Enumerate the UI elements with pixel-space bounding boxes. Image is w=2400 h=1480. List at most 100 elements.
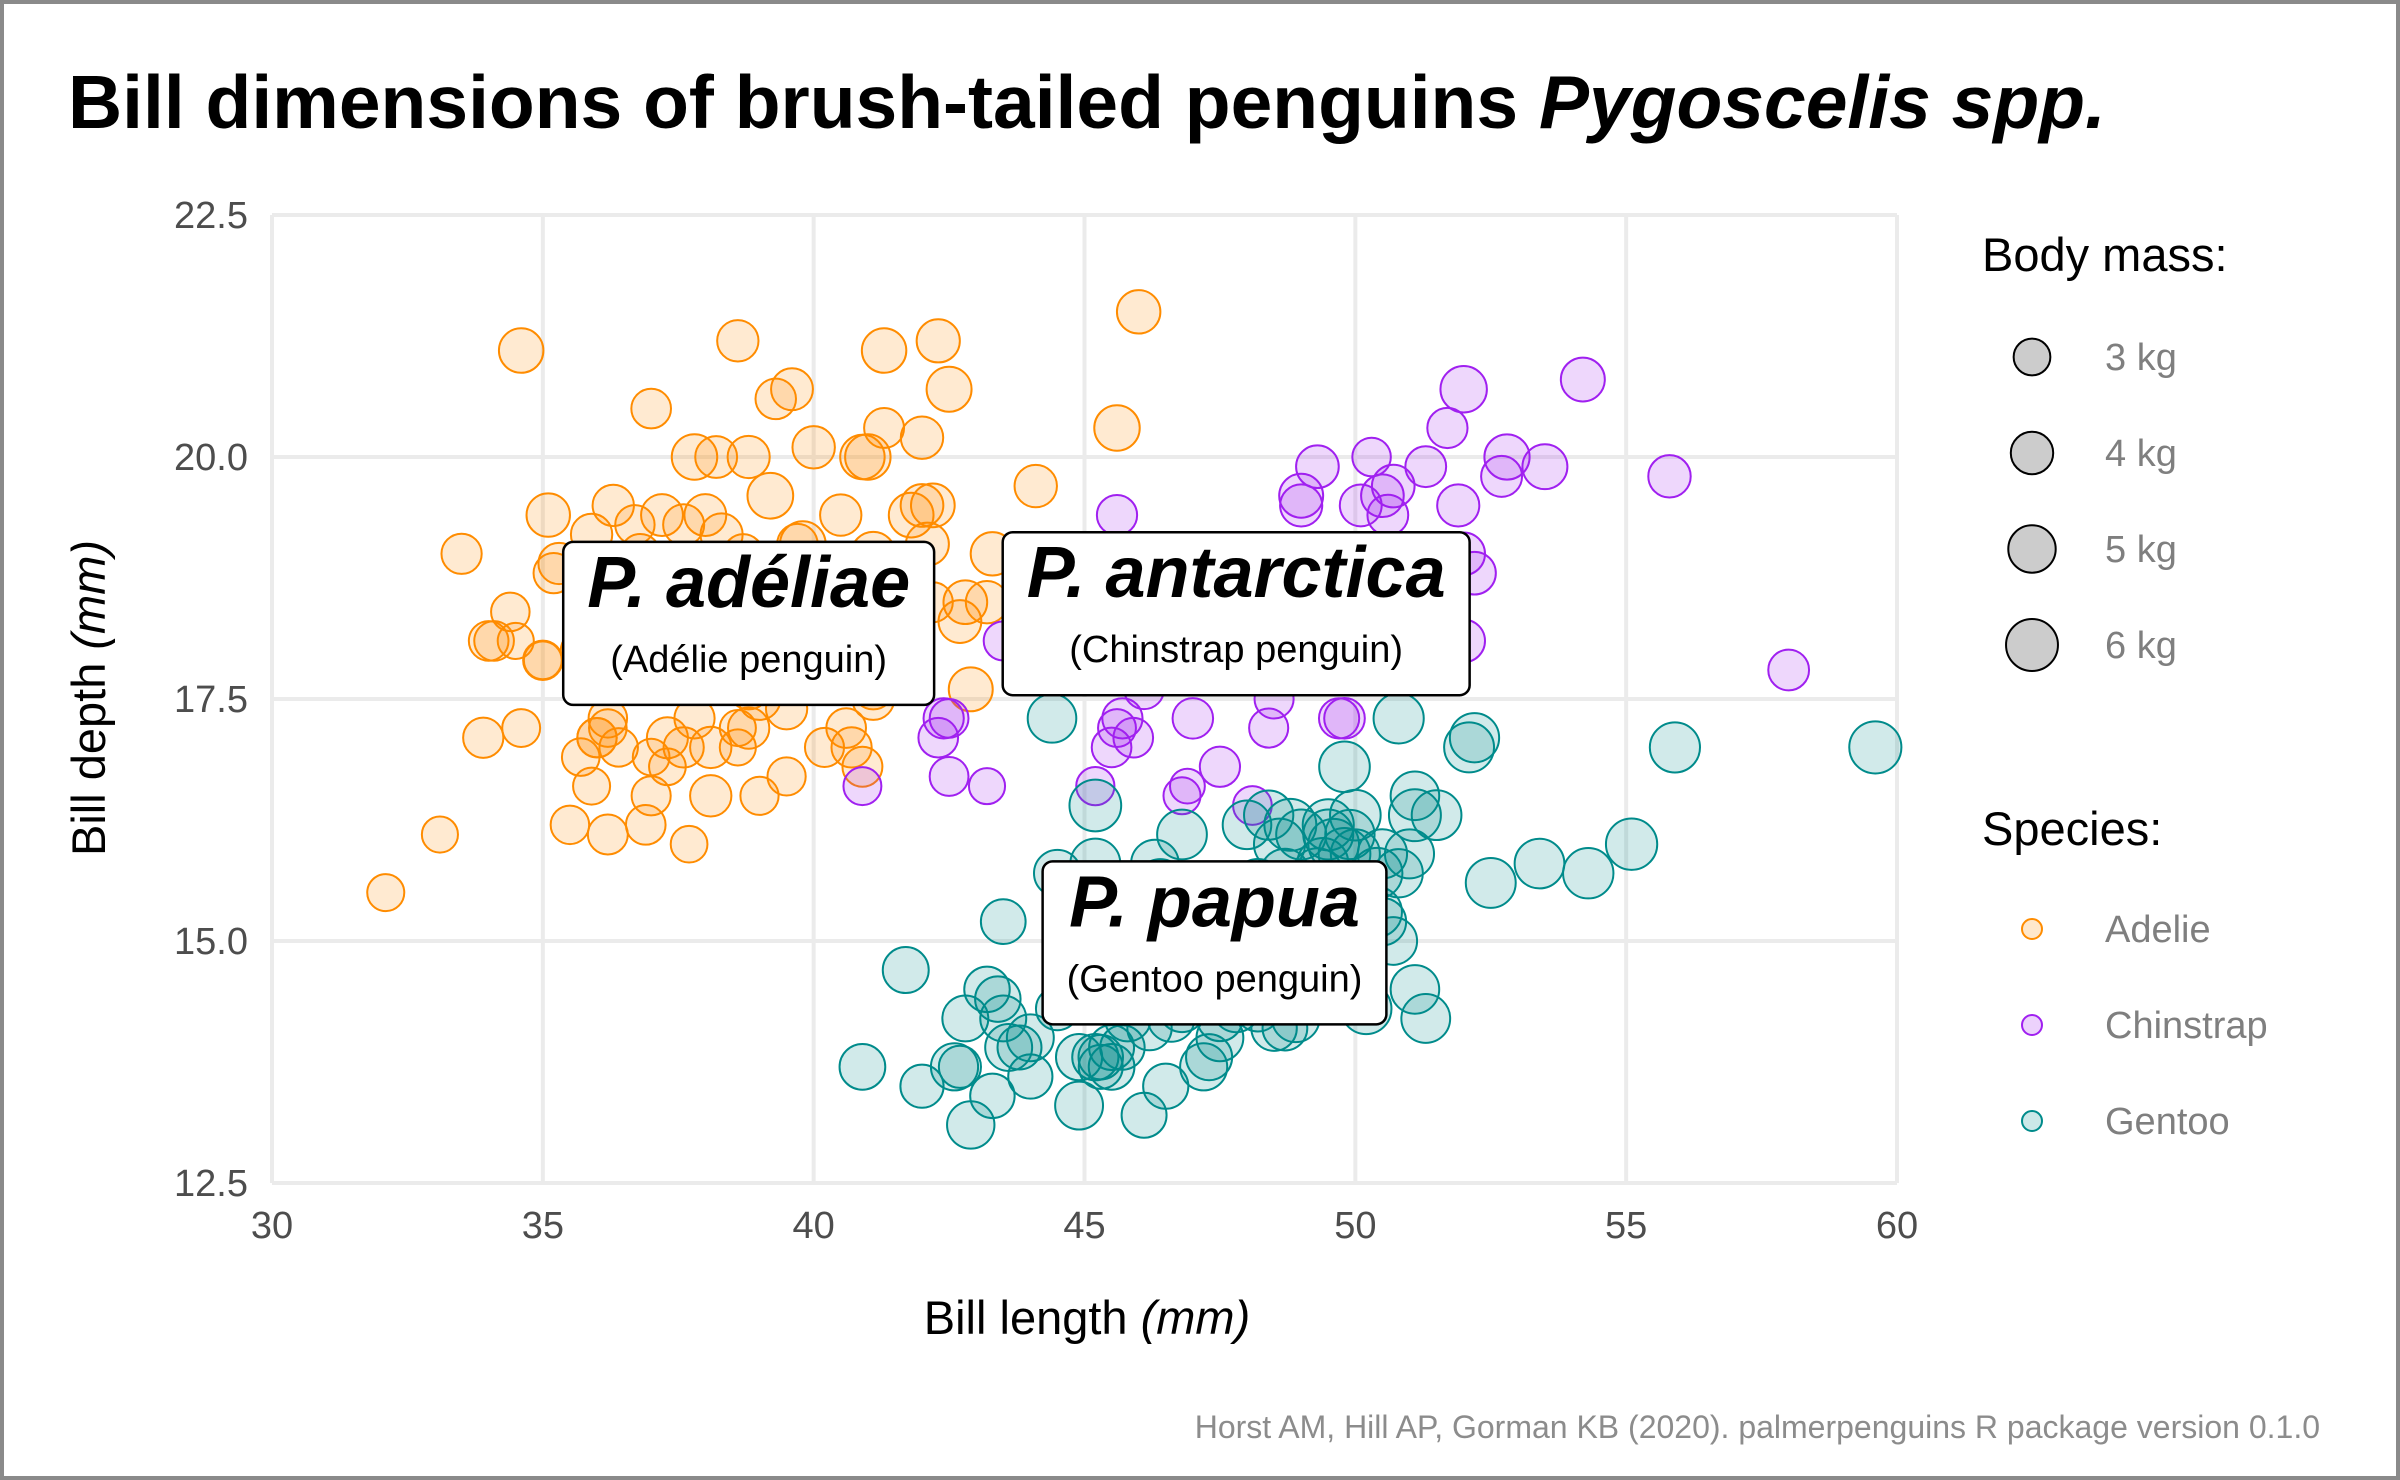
point-gentoo [1156, 808, 1208, 861]
label-species-name: P. papua [1069, 862, 1360, 942]
point-gentoo [974, 975, 1022, 1023]
data-source-caption: Horst AM, Hill AP, Gorman KB (2020). pal… [1195, 1409, 2320, 1445]
point-chinstrap [1559, 356, 1606, 403]
point-gentoo [1302, 808, 1355, 861]
label-common-name: (Gentoo penguin) [1067, 958, 1363, 1000]
y-tick-label: 15.0 [174, 921, 248, 963]
size-legend-key [2007, 524, 2057, 574]
label-gentoo: P. papua (Gentoo penguin) [1041, 860, 1388, 1026]
point-chinstrap [1075, 766, 1116, 807]
label-common-name: (Adélie penguin) [610, 639, 887, 681]
x-axis-ticks: 30 35 40 45 50 55 60 [251, 1205, 1918, 1247]
point-adelie [689, 774, 733, 818]
point-adelie [630, 387, 672, 430]
point-gentoo [1400, 993, 1452, 1044]
point-chinstrap [1767, 648, 1811, 692]
x-tick-label: 55 [1605, 1205, 1647, 1247]
point-adelie [1013, 463, 1058, 509]
point-gentoo [1077, 1033, 1124, 1081]
point-adelie [694, 435, 739, 479]
point-adelie [746, 471, 795, 520]
point-chinstrap [1095, 493, 1139, 537]
label-species-name: P. adéliae [587, 543, 910, 623]
species-legend-key [2021, 1110, 2043, 1132]
point-adelie [863, 406, 906, 449]
point-gentoo [1448, 712, 1501, 764]
point-adelie [490, 591, 531, 633]
point-gentoo [979, 994, 1028, 1043]
label-adelie: P. adéliae (Adélie penguin) [561, 540, 936, 707]
size-legend-label: 6 kg [2105, 625, 2177, 667]
point-gentoo [1324, 808, 1376, 861]
point-adelie [501, 708, 542, 749]
point-chinstrap [1168, 767, 1206, 805]
point-gentoo [1389, 770, 1441, 822]
point-gentoo [969, 1072, 1016, 1120]
species-legend: Species: Adelie Chinstrap Gentoo [1982, 802, 2268, 1143]
label-common-name: (Chinstrap penguin) [1069, 629, 1403, 671]
point-gentoo [1329, 788, 1382, 842]
y-axis-label: Bill depth (mm) [62, 540, 115, 856]
y-tick-label: 20.0 [174, 437, 248, 479]
point-chinstrap [1521, 443, 1569, 491]
point-adelie [588, 708, 628, 748]
point-chinstrap [1366, 493, 1410, 537]
point-adelie [549, 804, 591, 846]
point-chinstrap [1351, 436, 1392, 478]
point-adelie [860, 327, 908, 374]
point-adelie [718, 708, 757, 748]
size-legend-key [2005, 618, 2059, 672]
point-chinstrap [1278, 472, 1325, 519]
y-axis-ticks: 12.5 15.0 17.5 20.0 22.5 [174, 195, 248, 1205]
point-adelie [496, 621, 535, 660]
label-species-name: P. antarctica [1027, 533, 1446, 613]
point-gentoo [1026, 693, 1078, 744]
point-adelie [766, 756, 807, 797]
size-legend-label: 4 kg [2105, 433, 2177, 475]
point-gentoo [979, 898, 1027, 946]
point-adelie [640, 493, 684, 538]
point-adelie [662, 726, 705, 769]
point-gentoo [1054, 1080, 1105, 1131]
point-adelie [716, 319, 760, 363]
species-legend-key [2021, 918, 2043, 940]
point-gentoo [1185, 1033, 1234, 1082]
point-chinstrap [1647, 454, 1692, 499]
point-adelie [899, 415, 945, 460]
label-box [1001, 530, 1471, 697]
point-chinstrap [1198, 745, 1242, 788]
point-adelie [803, 726, 846, 768]
point-adelie [683, 493, 728, 538]
label-chinstrap: P. antarctica (Chinstrap penguin) [1001, 530, 1471, 697]
point-adelie [462, 716, 505, 759]
point-adelie [586, 813, 629, 856]
x-tick-label: 35 [522, 1205, 564, 1247]
point-adelie [366, 873, 406, 913]
point-adelie [947, 666, 994, 713]
point-chinstrap [928, 697, 970, 739]
point-gentoo [1410, 789, 1463, 842]
y-tick-label: 17.5 [174, 679, 248, 721]
size-legend-label: 5 kg [2105, 529, 2177, 571]
body-mass-legend: Body mass: 3 kg 4 kg 5 kg 6 kg [1982, 228, 2228, 672]
point-adelie [726, 434, 771, 480]
point-chinstrap [917, 716, 960, 759]
point-gentoo [1513, 837, 1566, 890]
point-chinstrap [1248, 707, 1290, 749]
point-adelie [819, 493, 863, 537]
point-gentoo [1604, 817, 1659, 871]
point-gentoo [1464, 856, 1517, 909]
point-adelie [1093, 404, 1141, 452]
point-gentoo [1562, 847, 1615, 900]
point-gentoo [1443, 721, 1496, 774]
point-chinstrap [928, 756, 970, 797]
point-gentoo [937, 1044, 982, 1089]
point-gentoo [1848, 720, 1903, 775]
point-adelie [440, 532, 483, 575]
species-legend-label: Chinstrap [2105, 1005, 2268, 1047]
point-gentoo [1007, 1053, 1054, 1100]
label-box [561, 540, 936, 707]
point-chinstrap [1097, 708, 1137, 749]
size-legend-label: 3 kg [2105, 337, 2177, 379]
